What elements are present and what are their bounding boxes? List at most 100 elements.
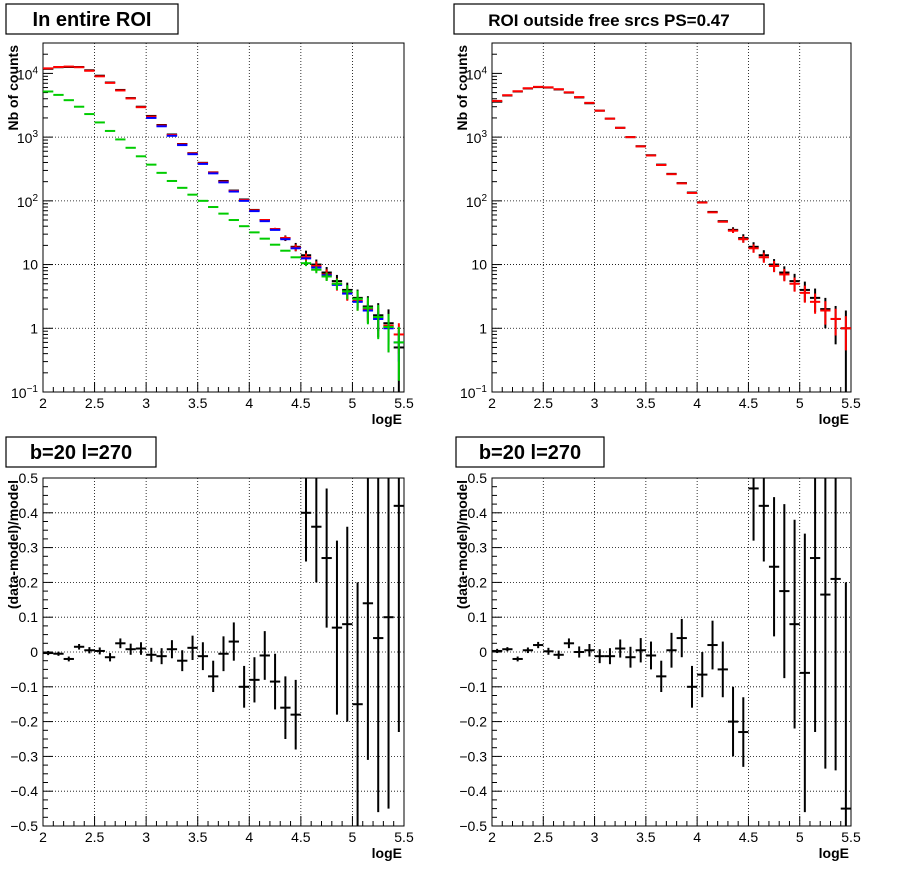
x-tick-label: 2 bbox=[488, 395, 496, 411]
x-tick-label: 5.5 bbox=[841, 829, 861, 845]
x-tick-label: 2.5 bbox=[534, 829, 554, 845]
y-tick-label: 0.4 bbox=[19, 505, 39, 521]
data-point bbox=[768, 497, 780, 637]
data-point bbox=[799, 285, 810, 303]
y-tick-label: −0.4 bbox=[10, 783, 38, 799]
y-tick-label: 1 bbox=[479, 320, 487, 336]
data-point bbox=[574, 646, 585, 658]
data-point bbox=[311, 266, 322, 274]
data-point bbox=[156, 648, 167, 665]
x-tick-label: 4 bbox=[245, 395, 253, 411]
x-axis-title: logE bbox=[819, 845, 849, 861]
chart-panel-2: 2 2.5 3 3.5 4 4.5 5 5.5 10−1 1 10 102 103 104 logE Nb o… bbox=[453, 3, 861, 427]
chart-title: ROI outside free srcs PS=0.47 bbox=[488, 11, 729, 30]
x-tick-label: 2.5 bbox=[85, 395, 105, 411]
data-point bbox=[63, 656, 74, 662]
x-tick-label: 4 bbox=[245, 829, 253, 845]
data-point bbox=[625, 646, 636, 668]
x-tick-label: 5 bbox=[349, 829, 357, 845]
y-axis-title: (data-model)/model bbox=[454, 480, 470, 609]
data-point bbox=[321, 272, 332, 281]
data-point bbox=[311, 478, 322, 583]
data-point bbox=[362, 478, 374, 760]
data-point bbox=[604, 648, 616, 665]
data-point bbox=[789, 519, 800, 729]
title-box bbox=[5, 436, 157, 468]
y-tick-label: 10−1 bbox=[460, 384, 487, 401]
x-tick-label: 2.5 bbox=[534, 395, 554, 411]
x-tick-label: 5 bbox=[796, 829, 804, 845]
x-tick-label: 4 bbox=[693, 829, 701, 845]
data-point bbox=[249, 657, 260, 703]
x-tick-label: 5 bbox=[349, 395, 357, 411]
y-tick-label: 0.3 bbox=[19, 540, 39, 556]
x-tick-label: 3 bbox=[591, 829, 599, 845]
data-point bbox=[492, 648, 503, 654]
data-point bbox=[187, 635, 198, 661]
data-point bbox=[789, 277, 800, 292]
y-tick-label: −0.4 bbox=[459, 783, 487, 799]
chart-title: b=20 l=270 bbox=[30, 442, 132, 464]
y-tick-label: 10 bbox=[471, 257, 487, 273]
chart-panel-3: 2 2.5 3 3.5 4 4.5 5 5.5 −0.5 −0.4 −0.3 −0.2 −0.1 0 0.1… bbox=[5, 436, 414, 861]
x-axis-title: logE bbox=[372, 845, 402, 861]
y-axis-title: (data-model)/model bbox=[5, 480, 21, 609]
x-tick-label: 4.5 bbox=[291, 395, 311, 411]
data-point bbox=[840, 316, 851, 351]
y-tick-label: 0.3 bbox=[468, 540, 488, 556]
data-point bbox=[300, 260, 312, 267]
data-point bbox=[748, 244, 759, 253]
data-point bbox=[342, 526, 353, 722]
x-tick-label: 3.5 bbox=[188, 829, 208, 845]
x-tick-label: 4 bbox=[693, 395, 701, 411]
data-point bbox=[809, 293, 821, 314]
x-tick-label: 5 bbox=[796, 395, 804, 411]
y-axis-title: Nb of counts bbox=[5, 45, 21, 131]
y-tick-label: 104 bbox=[466, 65, 488, 82]
data-point bbox=[53, 651, 64, 656]
data-point bbox=[820, 478, 831, 769]
data-point bbox=[259, 631, 270, 680]
data-point bbox=[300, 478, 312, 562]
data-point bbox=[393, 326, 404, 381]
data-point bbox=[830, 478, 841, 771]
data-point bbox=[748, 478, 759, 541]
data-point bbox=[383, 313, 394, 353]
y-tick-label: −0.3 bbox=[459, 748, 487, 764]
x-tick-label: 3 bbox=[142, 395, 150, 411]
data-point bbox=[738, 236, 749, 243]
plot-frame bbox=[42, 42, 405, 393]
y-tick-label: 104 bbox=[17, 65, 39, 82]
x-tick-label: 3 bbox=[142, 829, 150, 845]
data-point bbox=[820, 301, 831, 325]
y-tick-label: −0.2 bbox=[10, 714, 38, 730]
x-tick-label: 4.5 bbox=[739, 829, 759, 845]
data-point bbox=[635, 638, 646, 663]
data-point bbox=[840, 582, 851, 826]
data-point bbox=[393, 478, 404, 733]
data-point bbox=[615, 639, 626, 658]
title-box bbox=[5, 3, 179, 35]
y-tick-label: 0.2 bbox=[468, 574, 488, 590]
data-point bbox=[799, 533, 810, 813]
data-point bbox=[197, 642, 209, 671]
data-point bbox=[146, 647, 157, 662]
data-point bbox=[656, 660, 667, 693]
y-axis-title: Nb of counts bbox=[454, 45, 470, 131]
data-point bbox=[73, 643, 85, 650]
y-tick-label: 10−1 bbox=[11, 384, 38, 401]
data-point bbox=[383, 478, 394, 809]
y-tick-label: 0.2 bbox=[19, 574, 39, 590]
x-tick-label: 4.5 bbox=[739, 395, 759, 411]
chart-title: b=20 l=270 bbox=[479, 442, 581, 464]
data-point bbox=[43, 650, 54, 656]
plot-frame bbox=[491, 42, 852, 393]
y-tick-label: 102 bbox=[17, 193, 39, 210]
data-point bbox=[373, 304, 384, 340]
data-point bbox=[331, 540, 343, 715]
x-tick-label: 4.5 bbox=[291, 829, 311, 845]
data-point bbox=[666, 632, 677, 668]
data-point bbox=[115, 638, 126, 649]
x-axis-title: logE bbox=[819, 411, 849, 427]
